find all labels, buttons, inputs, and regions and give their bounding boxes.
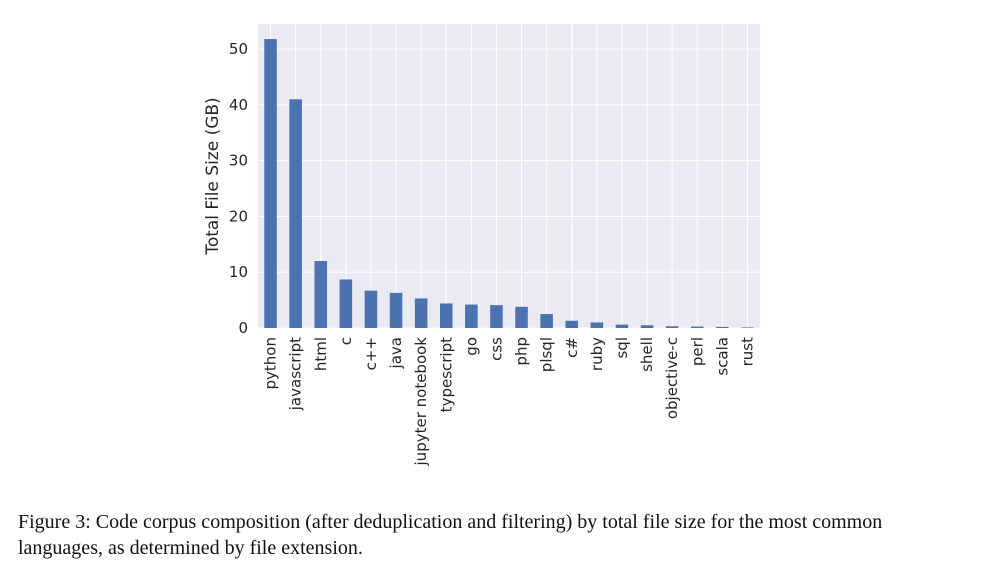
x-tick-label: php <box>513 337 531 366</box>
y-tick-label: 30 <box>229 152 248 170</box>
grid-lines <box>258 24 760 329</box>
bar-c- <box>364 290 378 328</box>
bar-ruby <box>590 322 604 328</box>
x-tick-label: rust <box>738 337 756 366</box>
y-tick-label: 0 <box>238 319 248 337</box>
x-tick-label: java <box>387 337 405 369</box>
bar-jupyter-notebook <box>414 298 428 328</box>
x-tick-label: plsql <box>538 337 556 372</box>
bar-c <box>339 279 353 328</box>
x-tick-labels: python javascript html c c++ java jupyter note… <box>262 337 757 467</box>
bar-java <box>389 292 403 328</box>
y-tick-label: 20 <box>229 207 248 225</box>
bar-css <box>490 305 503 328</box>
x-tick-label: sql <box>613 337 631 359</box>
figure-caption: Figure 3: Code corpus composition (after… <box>18 511 883 559</box>
bar-c- <box>565 320 579 328</box>
x-tick-label: c++ <box>362 337 380 370</box>
x-tick-label: python <box>262 337 280 389</box>
bar-chart: 0 10 20 30 40 50 python javascript html c c++ java… <box>203 24 760 467</box>
bar-html <box>314 261 328 328</box>
x-tick-label: html <box>312 337 330 371</box>
bar-javascript <box>289 99 302 328</box>
y-tick-labels: 0 10 20 30 40 50 <box>229 40 248 337</box>
bar-typescript <box>439 303 453 328</box>
plot-area <box>258 24 760 328</box>
x-tick-label: scala <box>713 337 731 376</box>
x-tick-label: typescript <box>437 337 455 412</box>
x-tick-label: css <box>487 337 505 361</box>
bar-go <box>465 304 478 328</box>
x-tick-label: perl <box>688 337 706 366</box>
bar-scala <box>716 326 729 328</box>
x-tick-label: go <box>462 337 480 356</box>
x-tick-label: ruby <box>588 337 606 371</box>
bar-objective-c <box>665 326 679 328</box>
bar-perl <box>690 326 704 328</box>
bar-php <box>515 306 528 328</box>
bar-shell <box>640 325 654 328</box>
x-tick-label: javascript <box>287 337 305 411</box>
x-tick-label: jupyter notebook <box>412 337 430 467</box>
bar-python <box>264 39 277 329</box>
x-tick-label: c# <box>563 337 581 358</box>
x-tick-label: c <box>337 337 355 345</box>
x-tick-label: shell <box>638 337 656 372</box>
y-tick-label: 50 <box>229 40 248 58</box>
y-tick-label: 40 <box>229 96 248 114</box>
bars <box>264 39 754 329</box>
y-tick-label: 10 <box>229 263 248 281</box>
x-tick-label: objective-c <box>663 337 681 419</box>
bar-plsql <box>540 314 553 328</box>
y-axis-label: Total File Size (GB) <box>203 97 223 255</box>
bar-rust <box>741 327 754 328</box>
bar-sql <box>615 324 629 328</box>
